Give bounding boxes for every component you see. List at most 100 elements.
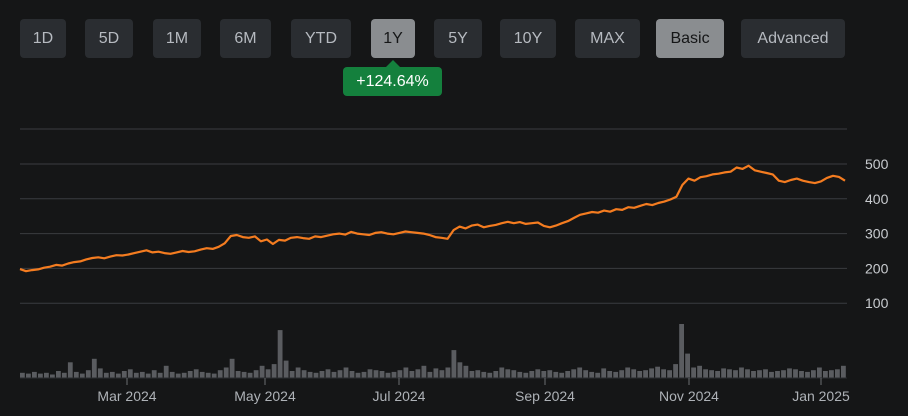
volume-bar [757,370,762,378]
volume-bar [697,365,702,378]
volume-bar [56,371,61,378]
volume-bar [193,369,199,378]
volume-bar [271,364,277,378]
volume-bar [721,368,726,378]
volume-bar [439,370,445,378]
volume-bar [247,372,253,378]
volume-bar [151,370,157,378]
x-tick-label: Nov 2024 [659,388,719,404]
volume-bar [337,370,343,378]
volume-bar [73,371,79,378]
volume-bar [487,372,493,378]
volume-bar [463,365,469,378]
volume-bar [673,364,678,378]
x-tick-label: Sep 2024 [515,388,575,404]
volume-bar [475,370,481,378]
volume-bar [607,371,613,378]
volume-bar [355,372,361,378]
volume-bar [421,365,427,378]
volume-bar [253,370,259,378]
volume-bar [85,370,91,378]
volume-bar [739,367,744,378]
range-button-5y[interactable]: 5Y [434,19,482,58]
range-button-6m[interactable]: 6M [220,19,271,58]
volume-bar [583,370,589,378]
volume-bar [541,371,547,378]
mode-button-basic[interactable]: Basic [656,19,724,58]
volume-bar [769,371,774,378]
volume-bar [811,370,816,378]
volume-bar [67,362,73,378]
volume-bar [241,371,247,378]
volume-bar [649,368,654,378]
volume-bar [373,370,379,378]
volume-bar [295,367,301,378]
volume-bar [91,358,97,378]
volume-bar [841,365,846,378]
volume-bar [493,371,499,378]
volume-bar [319,371,325,378]
volume-bar [829,370,834,378]
volume-bar [229,358,235,378]
volume-bar [511,370,517,378]
volume-bar [481,371,487,378]
volume-bar [199,371,205,378]
volume-bar [835,369,840,378]
volume-bar [571,369,577,378]
volume-bar [133,372,139,378]
volume-bar [379,371,385,378]
volume-bar [217,370,223,378]
volume-bar [745,369,750,378]
range-button-5d[interactable]: 5D [85,19,133,58]
volume-bar [763,369,768,378]
volume-bar [727,369,732,378]
volume-bar [187,371,193,378]
volume-bar [709,370,714,378]
volume-bar [313,372,319,378]
volume-bar [577,367,583,378]
range-button-ytd[interactable]: YTD [291,19,351,58]
volume-bar [403,367,409,378]
price-line [19,164,846,273]
volume-bar [445,367,451,378]
volume-bar [775,371,780,378]
volume-bar [553,371,559,378]
volume-bar [661,369,666,378]
volume-bar [565,371,571,378]
volume-bar [817,367,822,378]
volume-bar [343,367,349,378]
volume-bar [703,369,708,378]
volume-bar [121,371,127,378]
volume-bar [181,372,187,378]
volume-bar [547,370,553,378]
volume-bar [559,372,565,378]
volume-bar [529,371,535,378]
volume-bar [265,369,271,378]
volume-bar [307,371,313,378]
volume-bar [523,372,529,378]
volume-bar [643,370,648,378]
range-button-max[interactable]: MAX [575,19,640,58]
volume-bar [655,366,660,378]
volume-bar [451,350,457,378]
range-button-1y[interactable]: 1Y [371,19,415,58]
range-button-10y[interactable]: 10Y [500,19,556,58]
volume-bar [50,374,55,378]
volume-bar [409,371,415,378]
volume-bar [499,367,505,378]
volume-bar [139,371,145,378]
range-button-1m[interactable]: 1M [153,19,201,58]
volume-bar [97,368,103,378]
volume-bar [61,372,67,378]
volume-bar [127,369,133,378]
range-button-1d[interactable]: 1D [20,19,66,58]
y-tick-label: 100 [865,295,889,311]
volume-bar [109,371,115,378]
volume-bar [283,360,289,378]
volume-bar [457,362,463,378]
volume-bar [157,372,163,378]
mode-button-advanced[interactable]: Advanced [741,19,845,58]
volume-bar [589,371,595,378]
volume-bar [223,367,229,378]
